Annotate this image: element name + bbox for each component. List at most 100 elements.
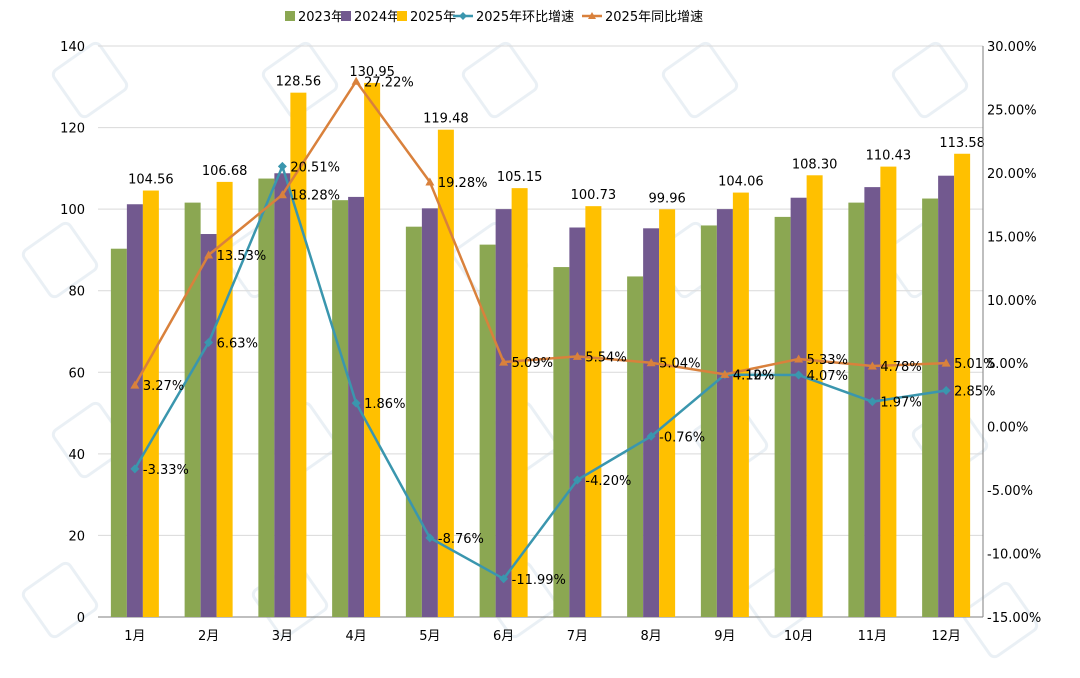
- legend-label: 2025年环比增速: [476, 10, 574, 25]
- y-tick-label: 100: [60, 203, 85, 218]
- x-tick-label: 2月: [198, 629, 219, 644]
- bar: [437, 129, 454, 617]
- point-marker: [204, 338, 214, 348]
- bar-data-label: 108.30: [792, 157, 838, 172]
- line-data-label: 5.33%: [807, 353, 848, 368]
- bar: [258, 178, 275, 617]
- y2-tick-label: -10.00%: [987, 548, 1041, 563]
- bar-data-label: 110.43: [866, 149, 912, 164]
- bar: [126, 204, 143, 617]
- bar: [364, 82, 381, 617]
- y2-tick-label: 25.00%: [987, 103, 1037, 118]
- line-data-label: 4.12%: [733, 368, 774, 383]
- line-data-label: -0.76%: [659, 430, 705, 445]
- bar: [495, 209, 512, 617]
- y-tick-label: 20: [68, 529, 85, 544]
- point-marker: [499, 357, 509, 366]
- point-marker: [425, 177, 435, 186]
- line-data-label: 19.28%: [438, 176, 488, 191]
- x-tick-label: 1月: [124, 629, 145, 644]
- point-marker: [204, 250, 214, 259]
- bar: [954, 153, 971, 617]
- point-marker: [867, 361, 877, 370]
- line-data-label: 6.63%: [217, 337, 258, 352]
- line-data-label: -11.99%: [512, 573, 566, 588]
- bar: [732, 192, 749, 617]
- bar: [716, 209, 733, 617]
- line-data-label: -3.33%: [143, 463, 189, 478]
- point-marker: [646, 358, 656, 367]
- series-line: [133, 79, 947, 386]
- bar: [643, 228, 660, 618]
- bar-data-label: 104.06: [718, 175, 764, 190]
- legend-swatch: [285, 11, 295, 21]
- point-marker: [351, 76, 361, 85]
- point-marker: [572, 351, 582, 360]
- x-tick-label: 10月: [784, 629, 814, 644]
- bar: [553, 267, 570, 617]
- data-labels-group: 104.56 106.68 128.56 130.95 119.48 105.15 100.…: [128, 65, 995, 588]
- point-marker: [572, 475, 582, 485]
- line-data-label: 18.28%: [290, 189, 340, 204]
- y-tick-label: 0: [77, 611, 85, 626]
- y2-tick-label: 30.00%: [987, 40, 1037, 55]
- y2-tick-label: 5.00%: [987, 357, 1028, 372]
- point-marker: [499, 574, 509, 584]
- bar: [700, 225, 717, 617]
- watermark-mark: [21, 561, 99, 639]
- line-data-label: 1.97%: [880, 396, 921, 411]
- x-tick-label: 9月: [714, 629, 735, 644]
- line-data-label: 1.86%: [364, 397, 405, 412]
- bar: [922, 198, 939, 617]
- watermark-mark: [21, 221, 99, 299]
- legend-label: 2025年: [410, 10, 456, 25]
- point-marker: [646, 431, 656, 441]
- x-tick-label: 5月: [419, 629, 440, 644]
- line-data-label: 4.07%: [807, 369, 848, 384]
- y2-tick-label: 20.00%: [987, 167, 1037, 182]
- y-tick-label: 80: [68, 285, 85, 300]
- point-marker: [941, 358, 951, 367]
- point-marker: [941, 386, 951, 396]
- y2-tick-label: 15.00%: [987, 230, 1037, 245]
- point-marker: [425, 533, 435, 543]
- bar: [216, 181, 233, 617]
- legend: 2023年 2024年 2025年 2025年环比增速 2025年同比增速: [285, 10, 703, 25]
- x-tick-label: 3月: [272, 629, 293, 644]
- point-marker: [277, 161, 287, 171]
- point-marker: [351, 398, 361, 408]
- bar: [848, 202, 865, 618]
- bar-data-label: 119.48: [423, 112, 469, 127]
- line-data-label: 5.01%: [954, 357, 995, 372]
- point-marker: [867, 397, 877, 407]
- bar-data-label: 128.56: [276, 75, 322, 90]
- bar: [511, 188, 528, 617]
- bar-data-label: 99.96: [649, 191, 686, 206]
- watermark-mark: [661, 41, 739, 119]
- y-tick-label: 40: [68, 448, 85, 463]
- point-marker: [277, 190, 287, 199]
- y-tick-label: 120: [60, 122, 85, 137]
- watermark-mark: [261, 41, 339, 119]
- bar: [585, 206, 602, 617]
- bar: [142, 190, 159, 618]
- legend-swatch: [397, 11, 407, 21]
- bar: [421, 208, 438, 617]
- point-marker: [720, 369, 730, 378]
- x-tick-label: 8月: [640, 629, 661, 644]
- watermark-mark: [461, 41, 539, 119]
- line-data-label: 27.22%: [364, 75, 414, 90]
- series-line: [133, 162, 947, 581]
- bar: [405, 226, 422, 617]
- bar-data-label: 104.56: [128, 173, 174, 188]
- watermark-mark: [961, 581, 1039, 659]
- line-data-label: 13.53%: [217, 249, 267, 264]
- y2-tick-label: 0.00%: [987, 421, 1028, 436]
- line-data-label: 2.85%: [954, 385, 995, 400]
- legend-marker: [588, 12, 596, 19]
- y-tick-label: 140: [60, 40, 85, 55]
- y2-tick-label: -15.00%: [987, 611, 1041, 626]
- x-tick-label: 7月: [567, 629, 588, 644]
- bar: [938, 175, 955, 617]
- bar: [332, 200, 349, 618]
